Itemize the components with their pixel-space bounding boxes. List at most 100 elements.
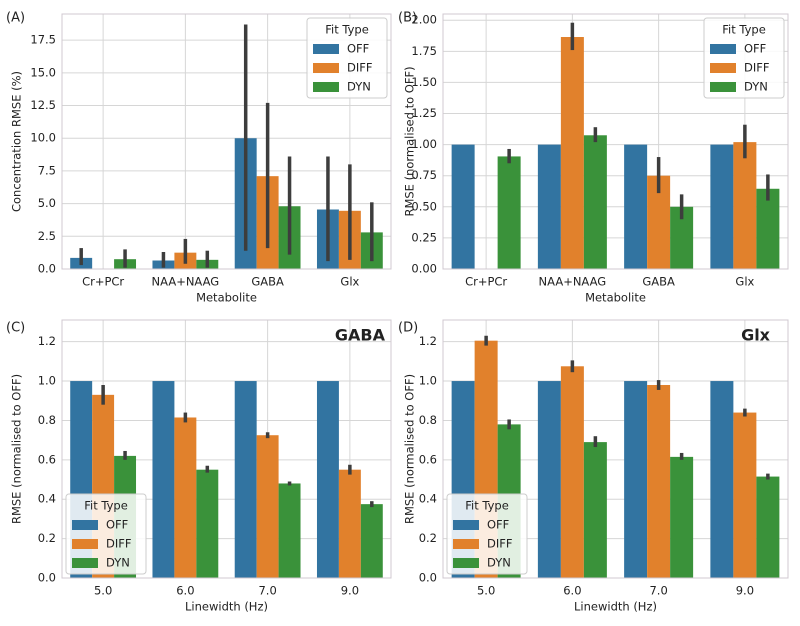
- panel-label: (D): [398, 321, 418, 336]
- bar: [710, 381, 734, 578]
- x-tick-label: Glx: [735, 275, 754, 289]
- x-tick-label: 7.0: [649, 584, 667, 598]
- bar: [316, 381, 339, 578]
- y-tick-label: 0.6: [38, 452, 56, 466]
- bar: [278, 483, 301, 578]
- legend-label: DIFF: [347, 61, 372, 75]
- legend-swatch: [710, 44, 736, 54]
- bar: [537, 381, 561, 578]
- bar: [647, 175, 671, 269]
- y-axis-label: RMSE (normalised to OFF): [10, 374, 24, 524]
- legend-title: Fit Type: [722, 23, 766, 37]
- x-tick-label: 6.0: [563, 584, 581, 598]
- y-tick-label: 7.5: [38, 163, 56, 177]
- x-tick-label: GABA: [642, 275, 675, 289]
- legend-label: OFF: [106, 518, 128, 532]
- axes-frame: [61, 13, 392, 270]
- legend-swatch: [453, 520, 479, 530]
- legend-box: [446, 493, 528, 575]
- y-tick-label: 0.4: [419, 492, 437, 506]
- x-tick-label: 6.0: [176, 584, 194, 598]
- y-tick-label: 15.0: [30, 65, 56, 79]
- panel-label: (C): [6, 321, 25, 336]
- legend-swatch: [710, 82, 736, 92]
- bar: [152, 381, 175, 578]
- x-tick-label: Cr+PCr: [82, 275, 124, 289]
- annotation: GABA: [335, 326, 386, 345]
- axes-frame: [61, 319, 392, 579]
- y-tick-label: 10.0: [30, 131, 56, 145]
- y-tick-label: 1.0: [38, 374, 56, 388]
- legend-label: DYN: [487, 556, 511, 570]
- bar: [733, 412, 757, 578]
- y-tick-label: 0.50: [411, 199, 437, 213]
- bar: [560, 37, 584, 270]
- legend-label: DYN: [347, 80, 371, 94]
- y-tick-label: 1.2: [419, 334, 437, 348]
- bar: [624, 144, 648, 269]
- y-tick-label: 0.25: [411, 230, 437, 244]
- y-axis-label: Concentration RMSE (%): [10, 71, 24, 212]
- legend-swatch: [313, 63, 339, 73]
- x-tick-label: 9.0: [341, 584, 359, 598]
- bar: [196, 469, 219, 578]
- y-tick-label: 0.6: [419, 452, 437, 466]
- legend-label: DYN: [106, 556, 130, 570]
- bar: [497, 156, 521, 269]
- bar: [338, 469, 361, 578]
- legend-swatch: [313, 44, 339, 54]
- y-tick-label: 1.50: [411, 75, 437, 89]
- legend-title: Fit Type: [465, 499, 509, 513]
- y-tick-label: 17.5: [30, 33, 56, 47]
- legend-label: OFF: [744, 42, 766, 56]
- x-axis-label: Metabolite: [585, 291, 646, 305]
- x-tick-label: 5.0: [477, 584, 495, 598]
- y-tick-label: 0.8: [38, 413, 56, 427]
- y-tick-label: 0.0: [419, 571, 437, 585]
- legend-label: DIFF: [106, 537, 131, 551]
- y-tick-label: 0.2: [38, 531, 56, 545]
- x-tick-label: NAA+NAAG: [152, 275, 220, 289]
- y-tick-label: 0.0: [38, 571, 56, 585]
- bar: [174, 417, 197, 578]
- y-tick-label: 0.8: [419, 413, 437, 427]
- x-tick-label: 5.0: [94, 584, 112, 598]
- legend-title: Fit Type: [325, 23, 369, 37]
- y-tick-label: 1.00: [411, 137, 437, 151]
- legend-swatch: [710, 63, 736, 73]
- legend-box: [306, 17, 388, 99]
- y-tick-label: 1.0: [419, 374, 437, 388]
- bar: [256, 435, 279, 578]
- legend-label: DYN: [744, 80, 768, 94]
- bar: [537, 144, 561, 269]
- y-tick-label: 1.2: [38, 334, 56, 348]
- bar: [733, 142, 757, 269]
- legend-box: [65, 493, 147, 575]
- legend-swatch: [453, 558, 479, 568]
- bar: [583, 442, 607, 578]
- axes-frame: [442, 13, 789, 270]
- x-axis-label: Linewidth (Hz): [185, 600, 268, 614]
- x-tick-label: Glx: [340, 275, 359, 289]
- legend-label: OFF: [347, 42, 369, 56]
- y-tick-label: 0.4: [38, 492, 56, 506]
- bar: [756, 476, 780, 578]
- panel-label: (B): [398, 11, 417, 26]
- x-tick-label: GABA: [251, 275, 284, 289]
- y-tick-label: 1.25: [411, 106, 437, 120]
- y-tick-label: 1.75: [411, 44, 437, 58]
- legend-title: Fit Type: [84, 499, 128, 513]
- bar: [710, 144, 734, 269]
- legend-swatch: [72, 558, 98, 568]
- y-tick-label: 2.5: [38, 229, 56, 243]
- bar: [670, 206, 694, 269]
- y-axis-label: RMSE (normalised to OFF): [403, 374, 417, 524]
- legend-swatch: [313, 82, 339, 92]
- legend-box: [703, 17, 785, 99]
- x-tick-label: 7.0: [258, 584, 276, 598]
- legend-swatch: [72, 539, 98, 549]
- bar: [756, 188, 780, 269]
- bar: [560, 366, 584, 578]
- legend-label: DIFF: [744, 61, 769, 75]
